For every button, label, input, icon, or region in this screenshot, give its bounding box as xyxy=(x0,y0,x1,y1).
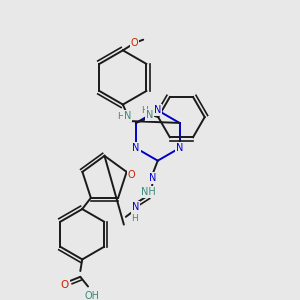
Text: H: H xyxy=(141,106,148,115)
Text: N: N xyxy=(132,143,140,153)
Text: N: N xyxy=(132,202,139,212)
Text: OH: OH xyxy=(84,291,99,300)
Text: N: N xyxy=(176,143,183,153)
Text: N: N xyxy=(124,111,131,121)
Text: N: N xyxy=(154,105,161,115)
Text: N: N xyxy=(146,110,153,120)
Text: O: O xyxy=(131,38,138,48)
Text: H: H xyxy=(132,214,138,223)
Text: H: H xyxy=(118,112,124,121)
Text: O: O xyxy=(61,280,69,290)
Text: NH: NH xyxy=(141,187,155,197)
Text: N: N xyxy=(149,173,157,183)
Text: O: O xyxy=(128,170,135,180)
